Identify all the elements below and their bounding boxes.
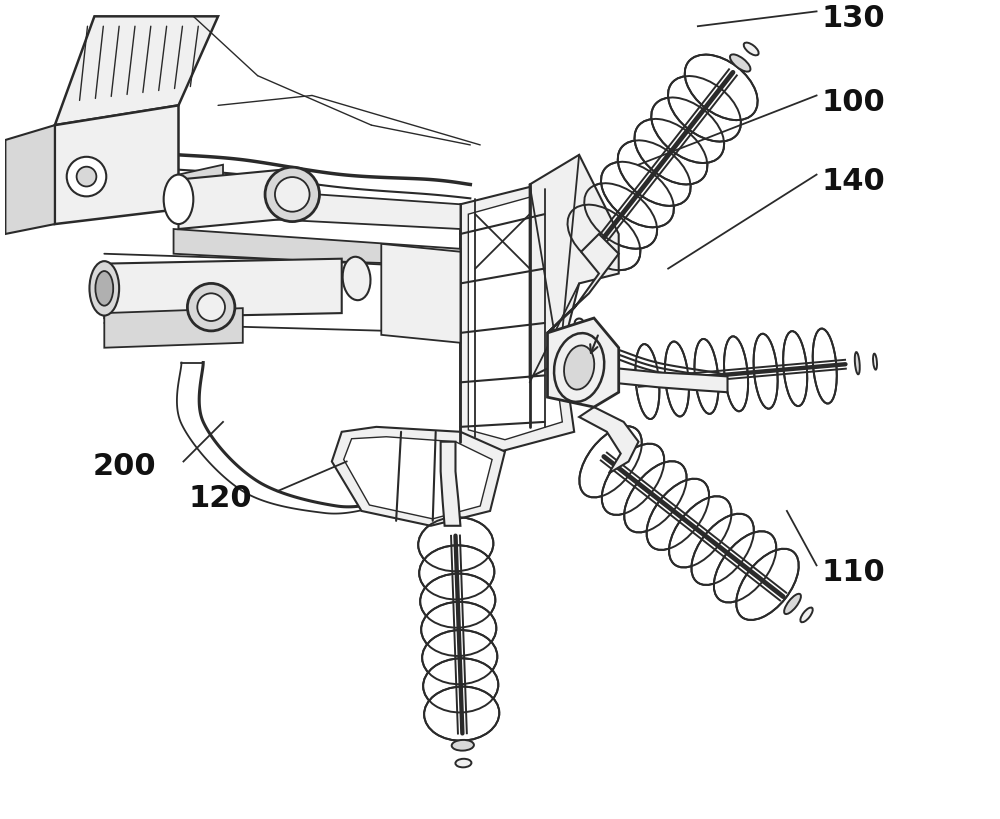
Ellipse shape <box>95 271 113 305</box>
Ellipse shape <box>813 328 837 404</box>
Polygon shape <box>104 259 342 318</box>
Ellipse shape <box>691 514 754 585</box>
Ellipse shape <box>554 333 604 402</box>
Ellipse shape <box>89 261 119 315</box>
Text: 200: 200 <box>92 452 156 481</box>
Polygon shape <box>55 106 178 224</box>
Ellipse shape <box>754 334 778 409</box>
Ellipse shape <box>601 162 674 228</box>
Ellipse shape <box>421 602 496 656</box>
Polygon shape <box>332 427 505 526</box>
Polygon shape <box>178 165 223 209</box>
Polygon shape <box>344 437 492 519</box>
Ellipse shape <box>651 97 724 163</box>
Polygon shape <box>174 229 460 269</box>
Polygon shape <box>609 368 728 392</box>
Ellipse shape <box>164 174 193 224</box>
Ellipse shape <box>669 496 731 568</box>
Polygon shape <box>174 184 460 229</box>
Ellipse shape <box>784 594 801 614</box>
Ellipse shape <box>197 293 225 321</box>
Ellipse shape <box>187 283 235 331</box>
Ellipse shape <box>343 257 370 301</box>
Text: 120: 120 <box>188 483 252 513</box>
Polygon shape <box>460 184 574 451</box>
Text: 140: 140 <box>822 167 885 196</box>
Ellipse shape <box>584 183 657 249</box>
Polygon shape <box>104 308 243 348</box>
Ellipse shape <box>67 156 106 197</box>
Text: 110: 110 <box>822 558 885 586</box>
Ellipse shape <box>800 608 813 622</box>
Ellipse shape <box>855 352 860 374</box>
Ellipse shape <box>265 167 319 222</box>
Ellipse shape <box>685 55 758 120</box>
Polygon shape <box>547 318 619 407</box>
Polygon shape <box>468 197 562 440</box>
Polygon shape <box>530 155 619 378</box>
Polygon shape <box>5 125 55 234</box>
Ellipse shape <box>455 758 471 767</box>
Polygon shape <box>55 16 218 125</box>
Ellipse shape <box>714 532 776 603</box>
Text: 130: 130 <box>822 4 885 33</box>
Ellipse shape <box>624 461 687 532</box>
Ellipse shape <box>873 354 877 369</box>
Ellipse shape <box>422 630 497 684</box>
Ellipse shape <box>568 205 640 270</box>
Polygon shape <box>547 234 619 333</box>
Ellipse shape <box>665 342 689 416</box>
Ellipse shape <box>564 346 594 390</box>
Ellipse shape <box>635 344 659 419</box>
Polygon shape <box>441 441 460 526</box>
Ellipse shape <box>783 331 807 406</box>
Ellipse shape <box>694 339 719 414</box>
Ellipse shape <box>424 686 499 740</box>
Polygon shape <box>178 170 282 229</box>
Polygon shape <box>381 244 460 343</box>
Ellipse shape <box>744 43 759 56</box>
Ellipse shape <box>419 545 494 600</box>
Ellipse shape <box>77 167 96 187</box>
Polygon shape <box>579 407 638 473</box>
Ellipse shape <box>602 444 664 515</box>
Text: 100: 100 <box>822 88 885 117</box>
Ellipse shape <box>668 76 741 142</box>
Ellipse shape <box>420 573 495 627</box>
Ellipse shape <box>724 337 748 411</box>
Ellipse shape <box>647 479 709 550</box>
Ellipse shape <box>579 426 642 497</box>
Ellipse shape <box>423 658 498 713</box>
Ellipse shape <box>736 549 799 620</box>
Ellipse shape <box>730 54 750 71</box>
Ellipse shape <box>618 140 691 206</box>
Ellipse shape <box>452 740 474 751</box>
Ellipse shape <box>635 119 707 184</box>
Ellipse shape <box>418 517 493 571</box>
Ellipse shape <box>275 177 310 211</box>
